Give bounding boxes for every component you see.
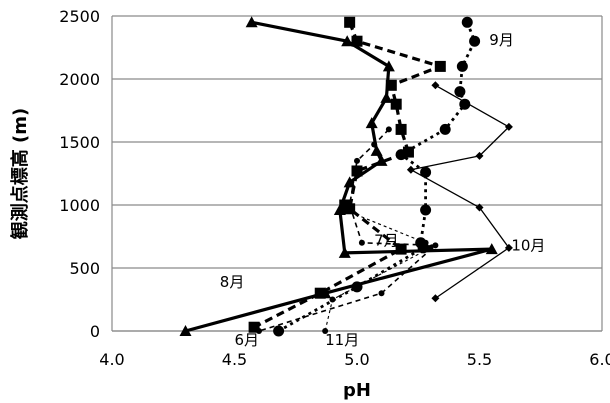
point-aug-3 [380, 91, 393, 103]
annotation-1: 7月 [374, 231, 399, 249]
point-nov-4 [322, 328, 329, 334]
point-aug-2 [382, 60, 395, 72]
y-tick-label-1: 500 [69, 259, 100, 278]
point-sep-4 [459, 98, 471, 110]
point-oct-4 [475, 203, 484, 212]
series-annotations: 6月 7月 8月 9月 10月 11月 [220, 31, 546, 349]
point-jul-4 [358, 239, 365, 246]
x-tick-label-0: 4.0 [99, 350, 124, 369]
point-sep-7 [420, 166, 432, 178]
x-axis-title: pH [343, 380, 371, 401]
point-oct-3 [406, 165, 415, 174]
plot-area [111, 16, 603, 332]
point-sep-12 [273, 325, 285, 337]
y-tick-label-5: 2500 [59, 7, 100, 26]
point-aug-1 [341, 35, 354, 47]
point-jun-0 [344, 16, 356, 28]
annotation-4: 10月 [511, 236, 545, 254]
series-line-jul [258, 128, 437, 332]
x-tick-labels: 4.0 4.5 5.0 5.5 6.0 [99, 350, 610, 369]
point-jul-2 [354, 157, 360, 164]
y-tick-label-0: 0 [90, 322, 100, 341]
point-jun-6 [402, 146, 414, 158]
point-oct-2 [475, 151, 484, 160]
point-jun-9 [339, 199, 351, 211]
annotation-0: 6月 [235, 331, 260, 349]
point-oct-5 [504, 243, 513, 252]
point-jul-0 [385, 126, 392, 133]
annotation-2: 8月 [220, 273, 245, 291]
point-sep-8 [420, 204, 432, 216]
y-axis-title: 観測点標高 (m) [9, 108, 31, 239]
y-tick-labels: 0 500 1000 1500 2000 2500 [59, 7, 100, 341]
point-jun-10 [395, 243, 407, 255]
point-aug-7 [343, 176, 356, 188]
point-sep-5 [439, 123, 451, 135]
series-jun [248, 16, 446, 333]
point-oct-0 [431, 81, 440, 90]
point-aug-9 [338, 246, 351, 258]
point-aug-10 [485, 243, 498, 255]
point-aug-0 [245, 16, 258, 28]
point-jun-4 [390, 98, 402, 110]
point-jun-3 [385, 79, 397, 91]
point-jun-11 [314, 287, 326, 299]
point-jun-12 [248, 321, 260, 333]
point-aug-5 [370, 144, 383, 156]
point-jul-5 [432, 242, 439, 249]
point-aug-4 [365, 117, 378, 129]
series-line-jun [253, 21, 442, 329]
point-oct-6 [431, 294, 440, 303]
point-aug-12 [179, 325, 192, 336]
y-tick-label-2: 1000 [59, 196, 100, 215]
y-tick-label-3: 1500 [59, 133, 100, 152]
point-jun-7 [351, 165, 363, 177]
point-sep-2 [456, 60, 468, 72]
point-jun-1 [351, 35, 363, 47]
point-jul-6 [378, 290, 385, 297]
x-tick-label-2: 5.0 [344, 350, 369, 369]
series-layer [179, 16, 513, 337]
x-tick-label-4: 6.0 [589, 350, 610, 369]
series-oct [406, 81, 513, 303]
point-jun-5 [395, 123, 407, 135]
point-sep-1 [469, 35, 481, 47]
point-jun-2 [434, 60, 446, 72]
x-tick-label-1: 4.5 [222, 350, 247, 369]
point-sep-0 [461, 16, 473, 28]
point-oct-1 [504, 122, 513, 131]
annotation-3: 9月 [489, 31, 514, 49]
y-tick-label-4: 2000 [59, 70, 100, 89]
x-tick-label-3: 5.5 [467, 350, 492, 369]
point-sep-3 [454, 86, 466, 98]
annotation-5: 11月 [325, 331, 359, 349]
